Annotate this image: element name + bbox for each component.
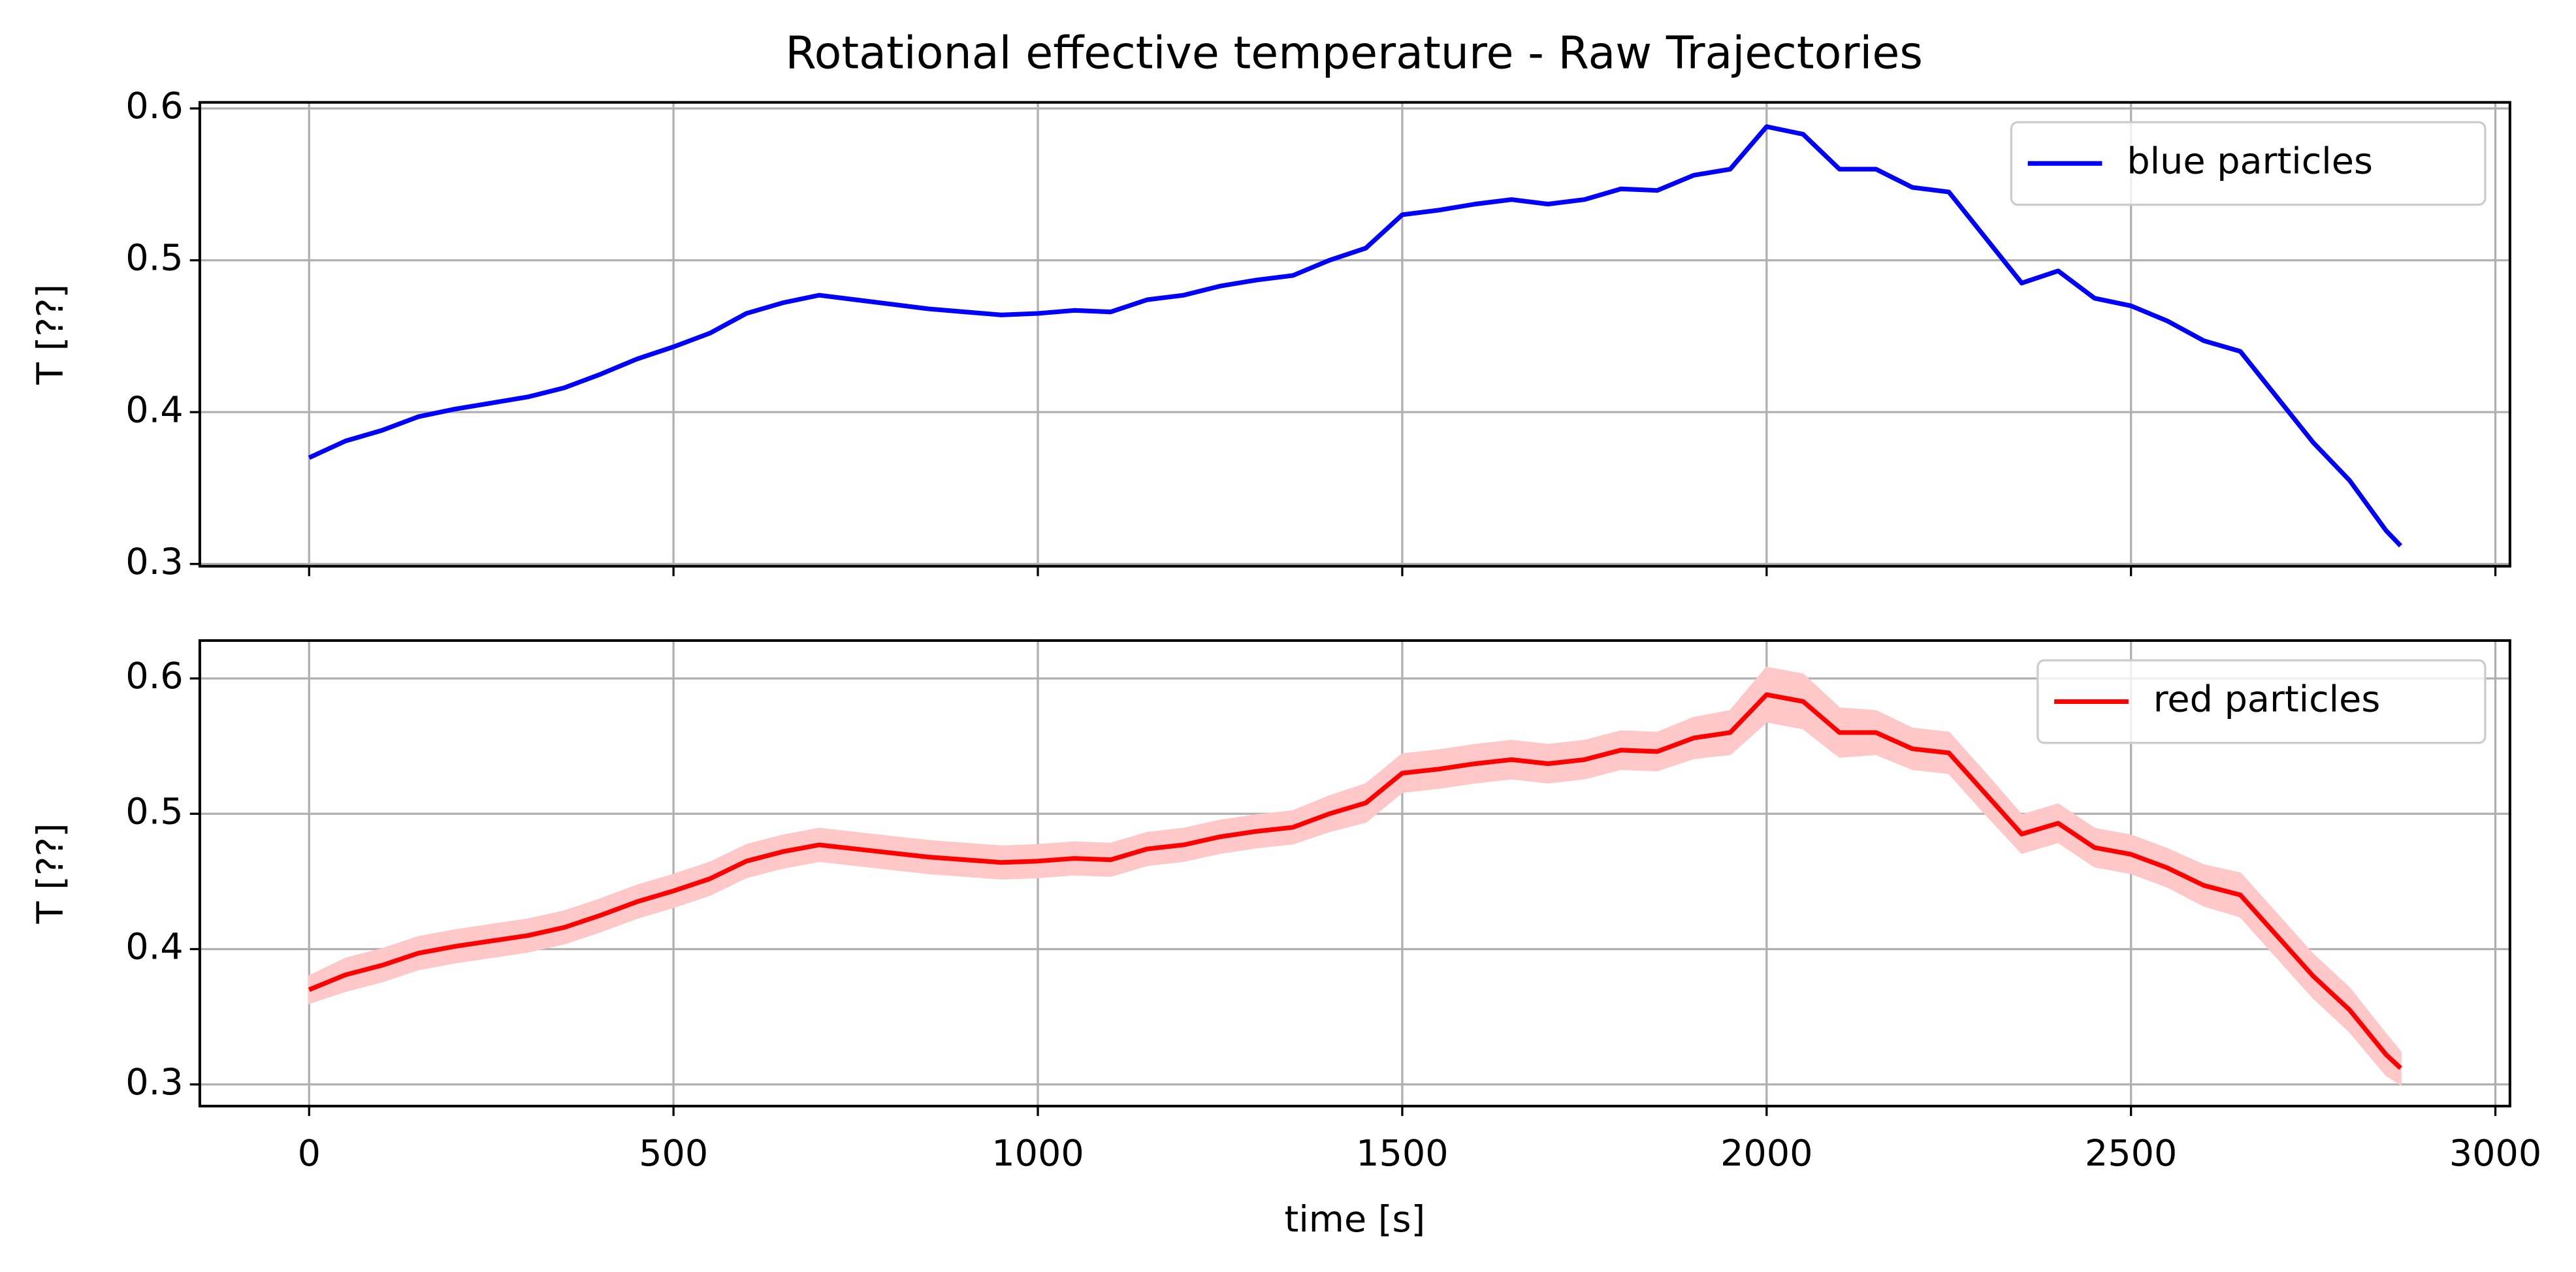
x-tick-label: 1000	[991, 1132, 1084, 1175]
error-band	[308, 667, 2402, 1087]
legend-label: red particles	[2153, 678, 2381, 721]
y-tick-label: 0.6	[125, 85, 183, 127]
x-tick-label: 2500	[2085, 1132, 2178, 1175]
figure-title: Rotational effective temperature - Raw T…	[785, 28, 1923, 80]
subplot: 0.3 0.4 0.5 0.6 blue particles T [??]	[29, 85, 2511, 583]
legend-box	[2037, 659, 2487, 744]
y-axis-label: T [??]	[29, 284, 72, 385]
axes-frame	[198, 639, 2511, 1107]
y-tick-label: 0.5	[125, 790, 183, 833]
y-tick-label: 0.3	[125, 541, 183, 583]
x-tick-label: 0	[298, 1132, 321, 1175]
x-tick-label: 500	[639, 1132, 708, 1175]
y-tick-label: 0.5	[125, 237, 183, 279]
line	[308, 692, 2402, 1070]
y-tick-label: 0.3	[125, 1061, 183, 1104]
legend-label: blue particles	[2127, 140, 2373, 182]
line	[308, 124, 2403, 548]
legend-box	[2010, 121, 2487, 206]
y-tick-label: 0.6	[125, 655, 183, 697]
y-tick-label: 0.4	[125, 389, 183, 431]
x-axis-label: time [s]	[1285, 1198, 1426, 1241]
x-tick-label: 1500	[1356, 1132, 1449, 1175]
y-axis-label: T [??]	[29, 823, 72, 924]
y-tick-label: 0.4	[125, 926, 183, 968]
axes-frame	[198, 101, 2511, 568]
x-tick-label: 2000	[1720, 1132, 1813, 1175]
subplot: 0 500 1000 1500 2000 2500 3000 0.3 0.4 0.5 0.6 red …	[29, 639, 2542, 1241]
x-tick-label: 3000	[2449, 1132, 2542, 1175]
